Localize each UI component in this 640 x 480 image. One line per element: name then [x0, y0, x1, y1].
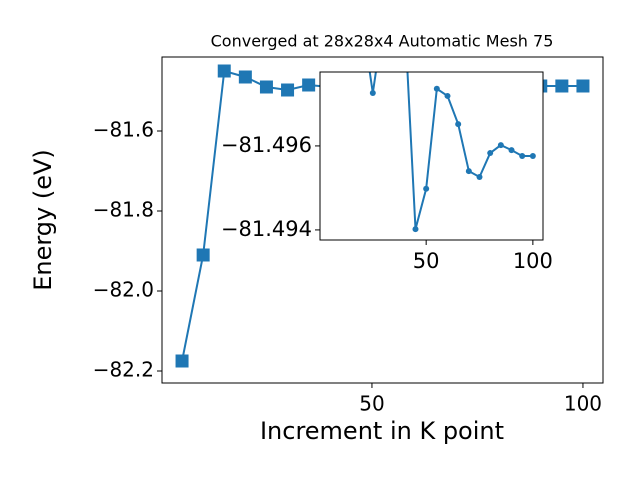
marker	[465, 168, 472, 175]
marker	[487, 150, 494, 157]
axes-frame	[161, 56, 604, 384]
marker	[238, 70, 252, 84]
x-tick-label: 50	[359, 392, 384, 416]
marker	[455, 121, 462, 128]
marker	[369, 90, 376, 96]
marker	[391, 17, 397, 23]
marker	[302, 78, 316, 92]
marker	[423, 185, 430, 192]
marker	[476, 174, 483, 180]
y-tick-label: −82.0	[93, 278, 154, 302]
y-axis-label: Energy (eV)	[29, 149, 57, 291]
x-axis-label: Increment in K point	[260, 417, 504, 445]
marker	[497, 142, 504, 149]
marker	[412, 226, 419, 233]
marker	[519, 153, 526, 159]
marker	[444, 92, 451, 99]
y-tick-label: −82.2	[93, 358, 154, 382]
marker	[196, 248, 210, 262]
axes-frame	[319, 71, 544, 241]
marker	[508, 147, 515, 154]
marker	[281, 83, 295, 97]
chart-title: Converged at 28x28x4 Automatic Mesh 75	[211, 32, 554, 51]
y-tick-label: −81.494	[221, 217, 312, 241]
plot-series	[359, 17, 536, 233]
marker	[380, 17, 386, 23]
marker	[217, 64, 231, 78]
marker	[175, 354, 189, 368]
marker	[359, 17, 365, 23]
x-tick-label: 100	[513, 249, 553, 273]
marker	[529, 153, 536, 159]
x-tick-label: 100	[564, 392, 602, 416]
plot-area	[320, 72, 543, 240]
marker	[555, 79, 569, 93]
marker	[576, 79, 590, 93]
y-tick-label: −81.496	[221, 133, 312, 157]
y-tick-label: −81.6	[93, 118, 154, 142]
marker	[259, 80, 273, 94]
y-tick-label: −81.8	[93, 198, 154, 222]
x-tick-label: 50	[413, 249, 440, 273]
marker	[402, 17, 408, 23]
marker	[433, 85, 440, 92]
